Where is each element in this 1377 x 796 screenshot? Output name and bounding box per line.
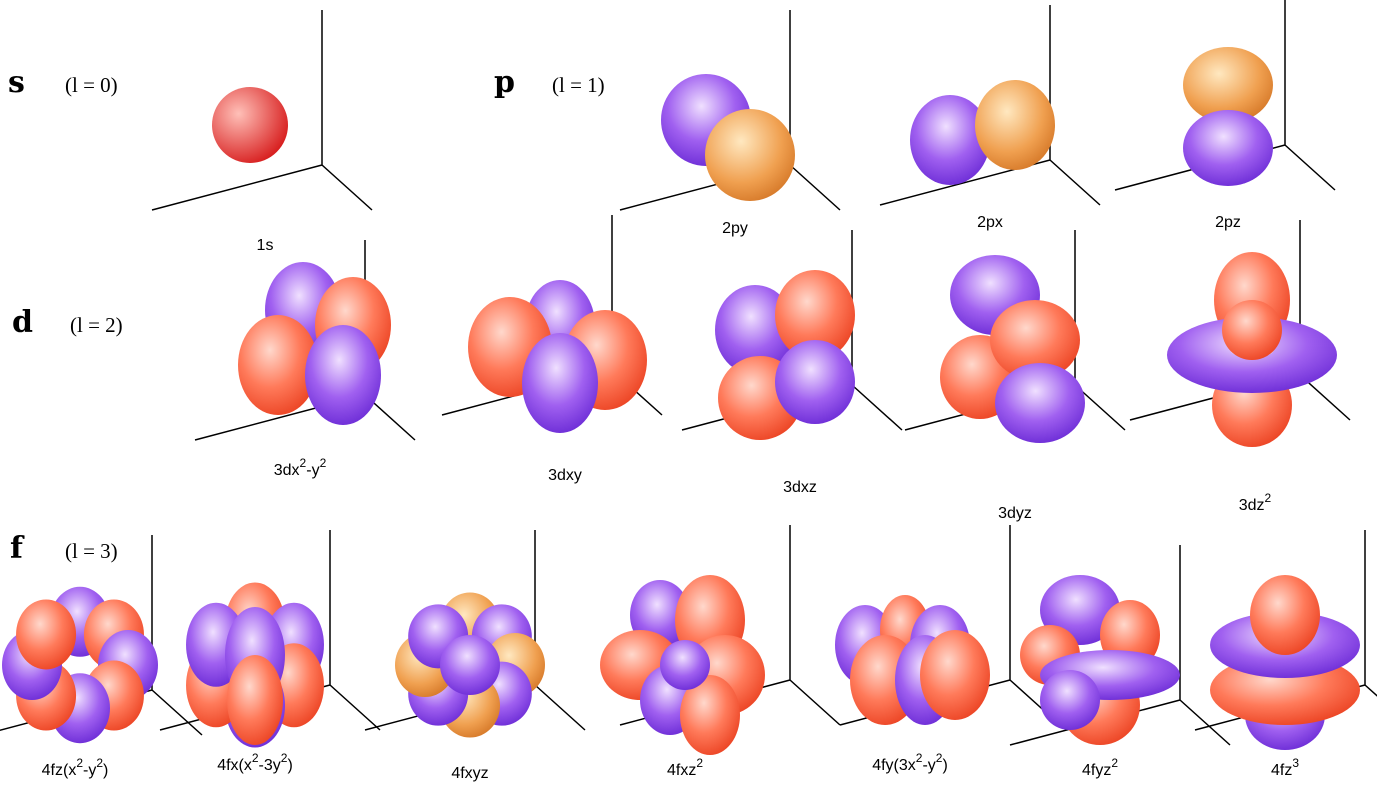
label-text: 4fz(x <box>42 762 77 779</box>
quantum-number: (l = 2) <box>70 313 123 337</box>
superscript: 2 <box>1111 756 1118 770</box>
orbital-label: 1s <box>257 237 274 254</box>
lobe <box>1222 300 1282 360</box>
lobe <box>1183 110 1273 186</box>
orbital-letter: d <box>12 305 33 340</box>
lobe <box>212 87 288 163</box>
orbital-label: 4fx(x2-3y2) <box>217 751 293 774</box>
label-text: 4fxz <box>667 762 696 779</box>
orbital-label: 3dz2 <box>1239 491 1272 514</box>
label-text: -y <box>83 762 96 779</box>
quantum-number: (l = 0) <box>65 73 118 97</box>
orbital-letter: p <box>494 65 515 100</box>
orbital-label: 2pz <box>1215 214 1241 231</box>
orbital-label: 4fyz2 <box>1082 756 1118 779</box>
orbital-label: 3dxz <box>783 479 817 496</box>
orbital-label: 2py <box>722 220 748 237</box>
label-text: -3y <box>259 757 281 774</box>
quantum-number: (l = 1) <box>552 73 605 97</box>
orbital: 4fz(x2-y2) <box>0 535 202 779</box>
label-text: 2py <box>722 220 748 237</box>
orbital: 4fxyz <box>365 530 585 782</box>
orbital-label: 2px <box>977 214 1003 231</box>
label-text: 4fz <box>1271 762 1292 779</box>
lobe <box>522 333 598 433</box>
lobe <box>995 363 1085 443</box>
label-text: 2px <box>977 214 1003 231</box>
label-text: 3dyz <box>998 505 1032 522</box>
label-text: 4fxyz <box>451 765 488 782</box>
orbital: 3dyz <box>905 230 1125 522</box>
label-text: 4fyz <box>1082 762 1111 779</box>
lobe <box>920 630 990 720</box>
lobe <box>227 655 283 745</box>
orbital: 3dz2 <box>1130 220 1350 514</box>
orbital-label: 3dxy <box>548 467 582 484</box>
orbital: 3dx2-y2 <box>195 240 415 479</box>
lobe <box>16 599 76 669</box>
orbital-label: 4fz(x2-y2) <box>42 756 109 779</box>
lobe <box>305 325 381 425</box>
lobe <box>775 340 855 424</box>
lobe <box>705 109 795 201</box>
superscript: 3 <box>1292 756 1299 770</box>
orbital-letter: f <box>10 531 25 566</box>
label-text: 3dxz <box>783 479 817 496</box>
superscript: 2 <box>320 456 327 470</box>
quantum-number: (l = 3) <box>65 539 118 563</box>
orbital: 4fyz2 <box>1010 545 1230 779</box>
label-text: -y <box>922 757 935 774</box>
superscript: 2 <box>696 756 703 770</box>
orbital: 4fx(x2-3y2) <box>160 530 380 774</box>
lobe <box>1250 575 1320 655</box>
label-text: 3dz <box>1239 497 1265 514</box>
lobe <box>975 80 1055 170</box>
orbital: 3dxz <box>682 230 902 496</box>
label-text: ) <box>287 757 292 774</box>
label-text: 3dxy <box>548 467 582 484</box>
orbital: 4fxz2 <box>600 525 840 779</box>
orbital-label: 4fz3 <box>1271 756 1299 779</box>
label-text: ) <box>103 762 108 779</box>
orbital-diagram: s(l = 0)1sp(l = 1)2py2px2pzd(l = 2)3dx2-… <box>0 0 1377 796</box>
label-text: 2pz <box>1215 214 1241 231</box>
superscript: 2 <box>1265 491 1272 505</box>
orbital: 4fz3 <box>1195 530 1377 779</box>
orbital-label: 4fy(3x2-y2) <box>872 751 948 774</box>
orbital: 2px <box>880 5 1100 231</box>
label-text: 4fy(3x <box>872 757 916 774</box>
label-text: 1s <box>257 237 274 254</box>
label-text: -y <box>306 462 319 479</box>
orbital-label: 3dyz <box>998 505 1032 522</box>
orbital-letter: s <box>8 65 25 100</box>
orbital-label: 3dx2-y2 <box>274 456 327 479</box>
label-text: 3dx <box>274 462 300 479</box>
label-text: ) <box>942 757 947 774</box>
orbital: 3dxy <box>442 215 662 484</box>
orbital: 2pz <box>1115 0 1335 231</box>
orbital: 1s <box>152 10 372 254</box>
lobe <box>660 640 710 690</box>
label-text: 4fx(x <box>217 757 252 774</box>
lobe <box>1040 670 1100 730</box>
orbital-label: 4fxz2 <box>667 756 703 779</box>
orbital-label: 4fxyz <box>451 765 488 782</box>
lobe <box>440 635 500 695</box>
orbital: 2py <box>620 10 840 237</box>
